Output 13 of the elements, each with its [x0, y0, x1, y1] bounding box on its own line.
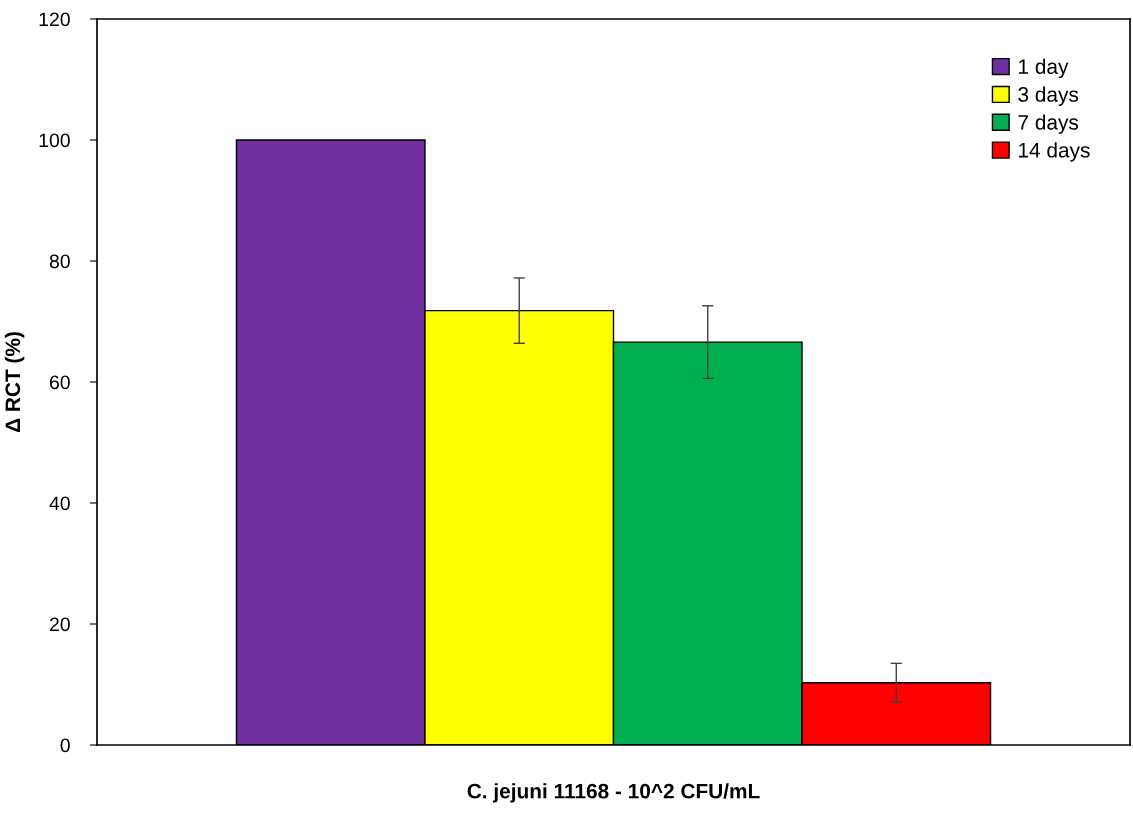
y-tick-label: 80	[49, 254, 70, 269]
x-axis-title: C. jejuni 11168 - 10^2 CFU/mL	[467, 783, 760, 803]
legend-label: 1 day	[1019, 58, 1069, 79]
y-tick-label: 40	[49, 496, 70, 511]
legend-label: 7 days	[1018, 114, 1079, 134]
y-tick-label: 0	[60, 738, 70, 753]
y-axis-title: Δ RCT (%)	[4, 332, 25, 433]
y-tick-label: 20	[49, 617, 70, 632]
y-tick-label: 60	[49, 375, 70, 390]
legend-label: 3 days	[1018, 86, 1079, 106]
y-tick-label: 120	[39, 12, 70, 27]
y-tick-label: 100	[39, 133, 70, 148]
legend-label: 14 days	[1019, 142, 1090, 162]
